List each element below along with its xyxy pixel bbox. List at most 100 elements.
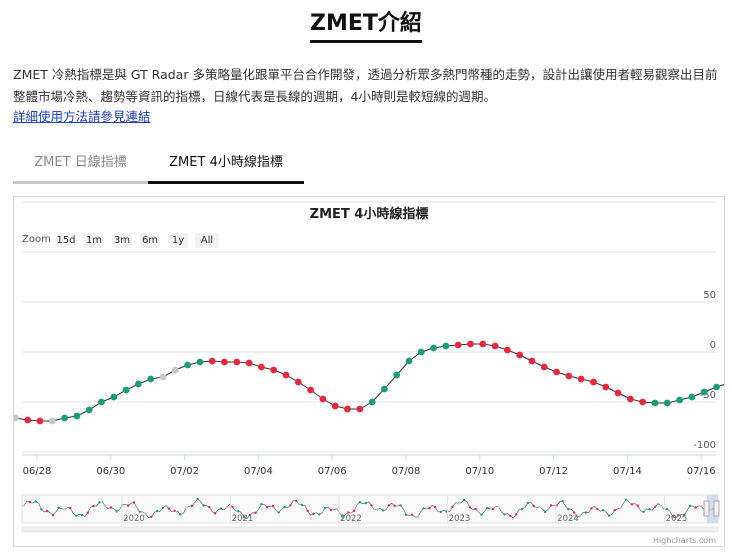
data-point bbox=[147, 375, 155, 383]
navigator-marker bbox=[515, 513, 518, 516]
y-axis-labels: 50 0 -50 -100 bbox=[693, 290, 716, 451]
navigator-marker bbox=[34, 500, 37, 503]
navigator-marker bbox=[358, 501, 362, 504]
data-point bbox=[184, 361, 192, 369]
data-point bbox=[454, 341, 462, 349]
navigator-marker bbox=[179, 513, 182, 516]
data-point bbox=[48, 417, 56, 425]
navigator-marker bbox=[74, 514, 78, 517]
data-point bbox=[233, 358, 241, 366]
navigator-marker bbox=[405, 513, 408, 516]
navigator-selection[interactable] bbox=[707, 495, 718, 523]
zoom-3m-button[interactable]: 3m bbox=[112, 233, 132, 248]
navigator-marker bbox=[63, 508, 66, 511]
navigator-year-label: 2023 bbox=[449, 514, 471, 524]
navigator-marker bbox=[213, 512, 217, 515]
navigator-marker bbox=[625, 498, 628, 501]
navigator-marker bbox=[22, 504, 26, 507]
navigator-marker bbox=[156, 509, 159, 513]
navigator-marker bbox=[161, 506, 165, 510]
navigator-marker bbox=[665, 507, 668, 511]
navigator-marker bbox=[648, 508, 651, 511]
data-point bbox=[208, 357, 216, 365]
data-point bbox=[516, 351, 524, 359]
navigator-marker bbox=[526, 501, 529, 505]
x-tick-label: 07/12 bbox=[539, 466, 568, 477]
navigator[interactable]: 2020 2021 2022 2023 2024 2025 bbox=[21, 494, 720, 533]
navigator-marker bbox=[416, 515, 419, 519]
x-tick-label: 06/30 bbox=[96, 466, 125, 477]
navigator-marker bbox=[433, 505, 437, 509]
data-point bbox=[381, 385, 388, 393]
x-tick-label: 07/14 bbox=[613, 466, 642, 477]
data-point bbox=[639, 398, 647, 406]
navigator-marker bbox=[486, 506, 489, 510]
tab-4h[interactable]: ZMET 4小時線指標 bbox=[148, 150, 304, 184]
navigator-marker bbox=[329, 508, 333, 512]
navigator-marker bbox=[532, 504, 535, 508]
navigator-marker bbox=[51, 513, 55, 517]
zoom-label: Zoom bbox=[22, 234, 51, 245]
navigator-marker bbox=[509, 514, 512, 518]
zoom-all-button[interactable]: All bbox=[195, 233, 219, 248]
navigator-marker bbox=[295, 499, 298, 503]
navigator-left-handle[interactable] bbox=[703, 500, 710, 517]
navigator-marker bbox=[544, 510, 547, 514]
y-tick-label: 0 bbox=[710, 340, 716, 351]
grid-lines bbox=[22, 201, 716, 453]
tab-daily[interactable]: ZMET 日線指標 bbox=[13, 150, 148, 184]
data-point bbox=[356, 405, 364, 413]
x-tick-label: 07/06 bbox=[318, 466, 347, 477]
navigator-marker bbox=[208, 505, 211, 509]
navigator-marker bbox=[196, 497, 199, 501]
navigator-marker bbox=[428, 507, 431, 510]
navigator-marker bbox=[103, 504, 107, 507]
navigator-marker bbox=[677, 514, 680, 517]
navigator-marker bbox=[439, 510, 443, 513]
navigator-marker bbox=[671, 515, 674, 518]
x-tick-label: 06/28 bbox=[23, 466, 52, 477]
chart-container: ZMET 4小時線指標 Zoom 15d 1m 3m 6m 1y All 50 0… bbox=[13, 196, 725, 547]
scrollbar[interactable] bbox=[21, 526, 719, 533]
zoom-15d-button[interactable]: 15d bbox=[56, 233, 76, 248]
data-point bbox=[24, 416, 32, 424]
navigator-marker bbox=[127, 504, 130, 507]
zoom-6m-button[interactable]: 6m bbox=[140, 233, 160, 248]
navigator-marker bbox=[86, 511, 89, 515]
data-point bbox=[294, 378, 302, 386]
details-link[interactable]: 詳細使用方法請參見連結 bbox=[13, 109, 151, 124]
navigator-marker bbox=[451, 505, 454, 508]
data-point bbox=[270, 366, 278, 374]
data-point bbox=[98, 398, 105, 406]
navigator-right-handle[interactable] bbox=[713, 500, 720, 517]
data-point bbox=[540, 363, 548, 371]
navigator-marker bbox=[132, 501, 136, 504]
navigator-marker bbox=[549, 504, 553, 507]
navigator-marker bbox=[40, 508, 43, 511]
data-point bbox=[159, 373, 167, 381]
data-point bbox=[135, 380, 142, 388]
navigator-marker bbox=[335, 507, 338, 511]
data-point bbox=[467, 340, 474, 348]
navigator-marker bbox=[613, 508, 616, 512]
navigator-marker bbox=[173, 509, 176, 512]
navigator-marker bbox=[491, 507, 495, 511]
chart-title: ZMET 4小時線指標 bbox=[309, 207, 429, 222]
navigator-marker bbox=[190, 504, 194, 508]
navigator-marker bbox=[630, 503, 634, 506]
navigator-marker bbox=[596, 507, 599, 511]
navigator-marker bbox=[202, 504, 205, 507]
navigator-marker bbox=[601, 508, 605, 512]
navigator-marker bbox=[538, 505, 541, 508]
data-point bbox=[504, 346, 511, 354]
navigator-year-label: 2025 bbox=[666, 514, 688, 524]
navigator-marker bbox=[283, 505, 286, 509]
navigator-year-labels: 2020 2021 2022 2023 2024 2025 bbox=[121, 495, 688, 524]
zoom-1y-button[interactable]: 1y bbox=[168, 233, 188, 248]
data-point bbox=[319, 395, 327, 403]
navigator-marker bbox=[607, 514, 611, 517]
navigator-marker bbox=[341, 515, 344, 518]
navigator-marker bbox=[98, 501, 101, 504]
navigator-marker bbox=[636, 504, 639, 507]
zoom-1m-button[interactable]: 1m bbox=[84, 233, 104, 248]
